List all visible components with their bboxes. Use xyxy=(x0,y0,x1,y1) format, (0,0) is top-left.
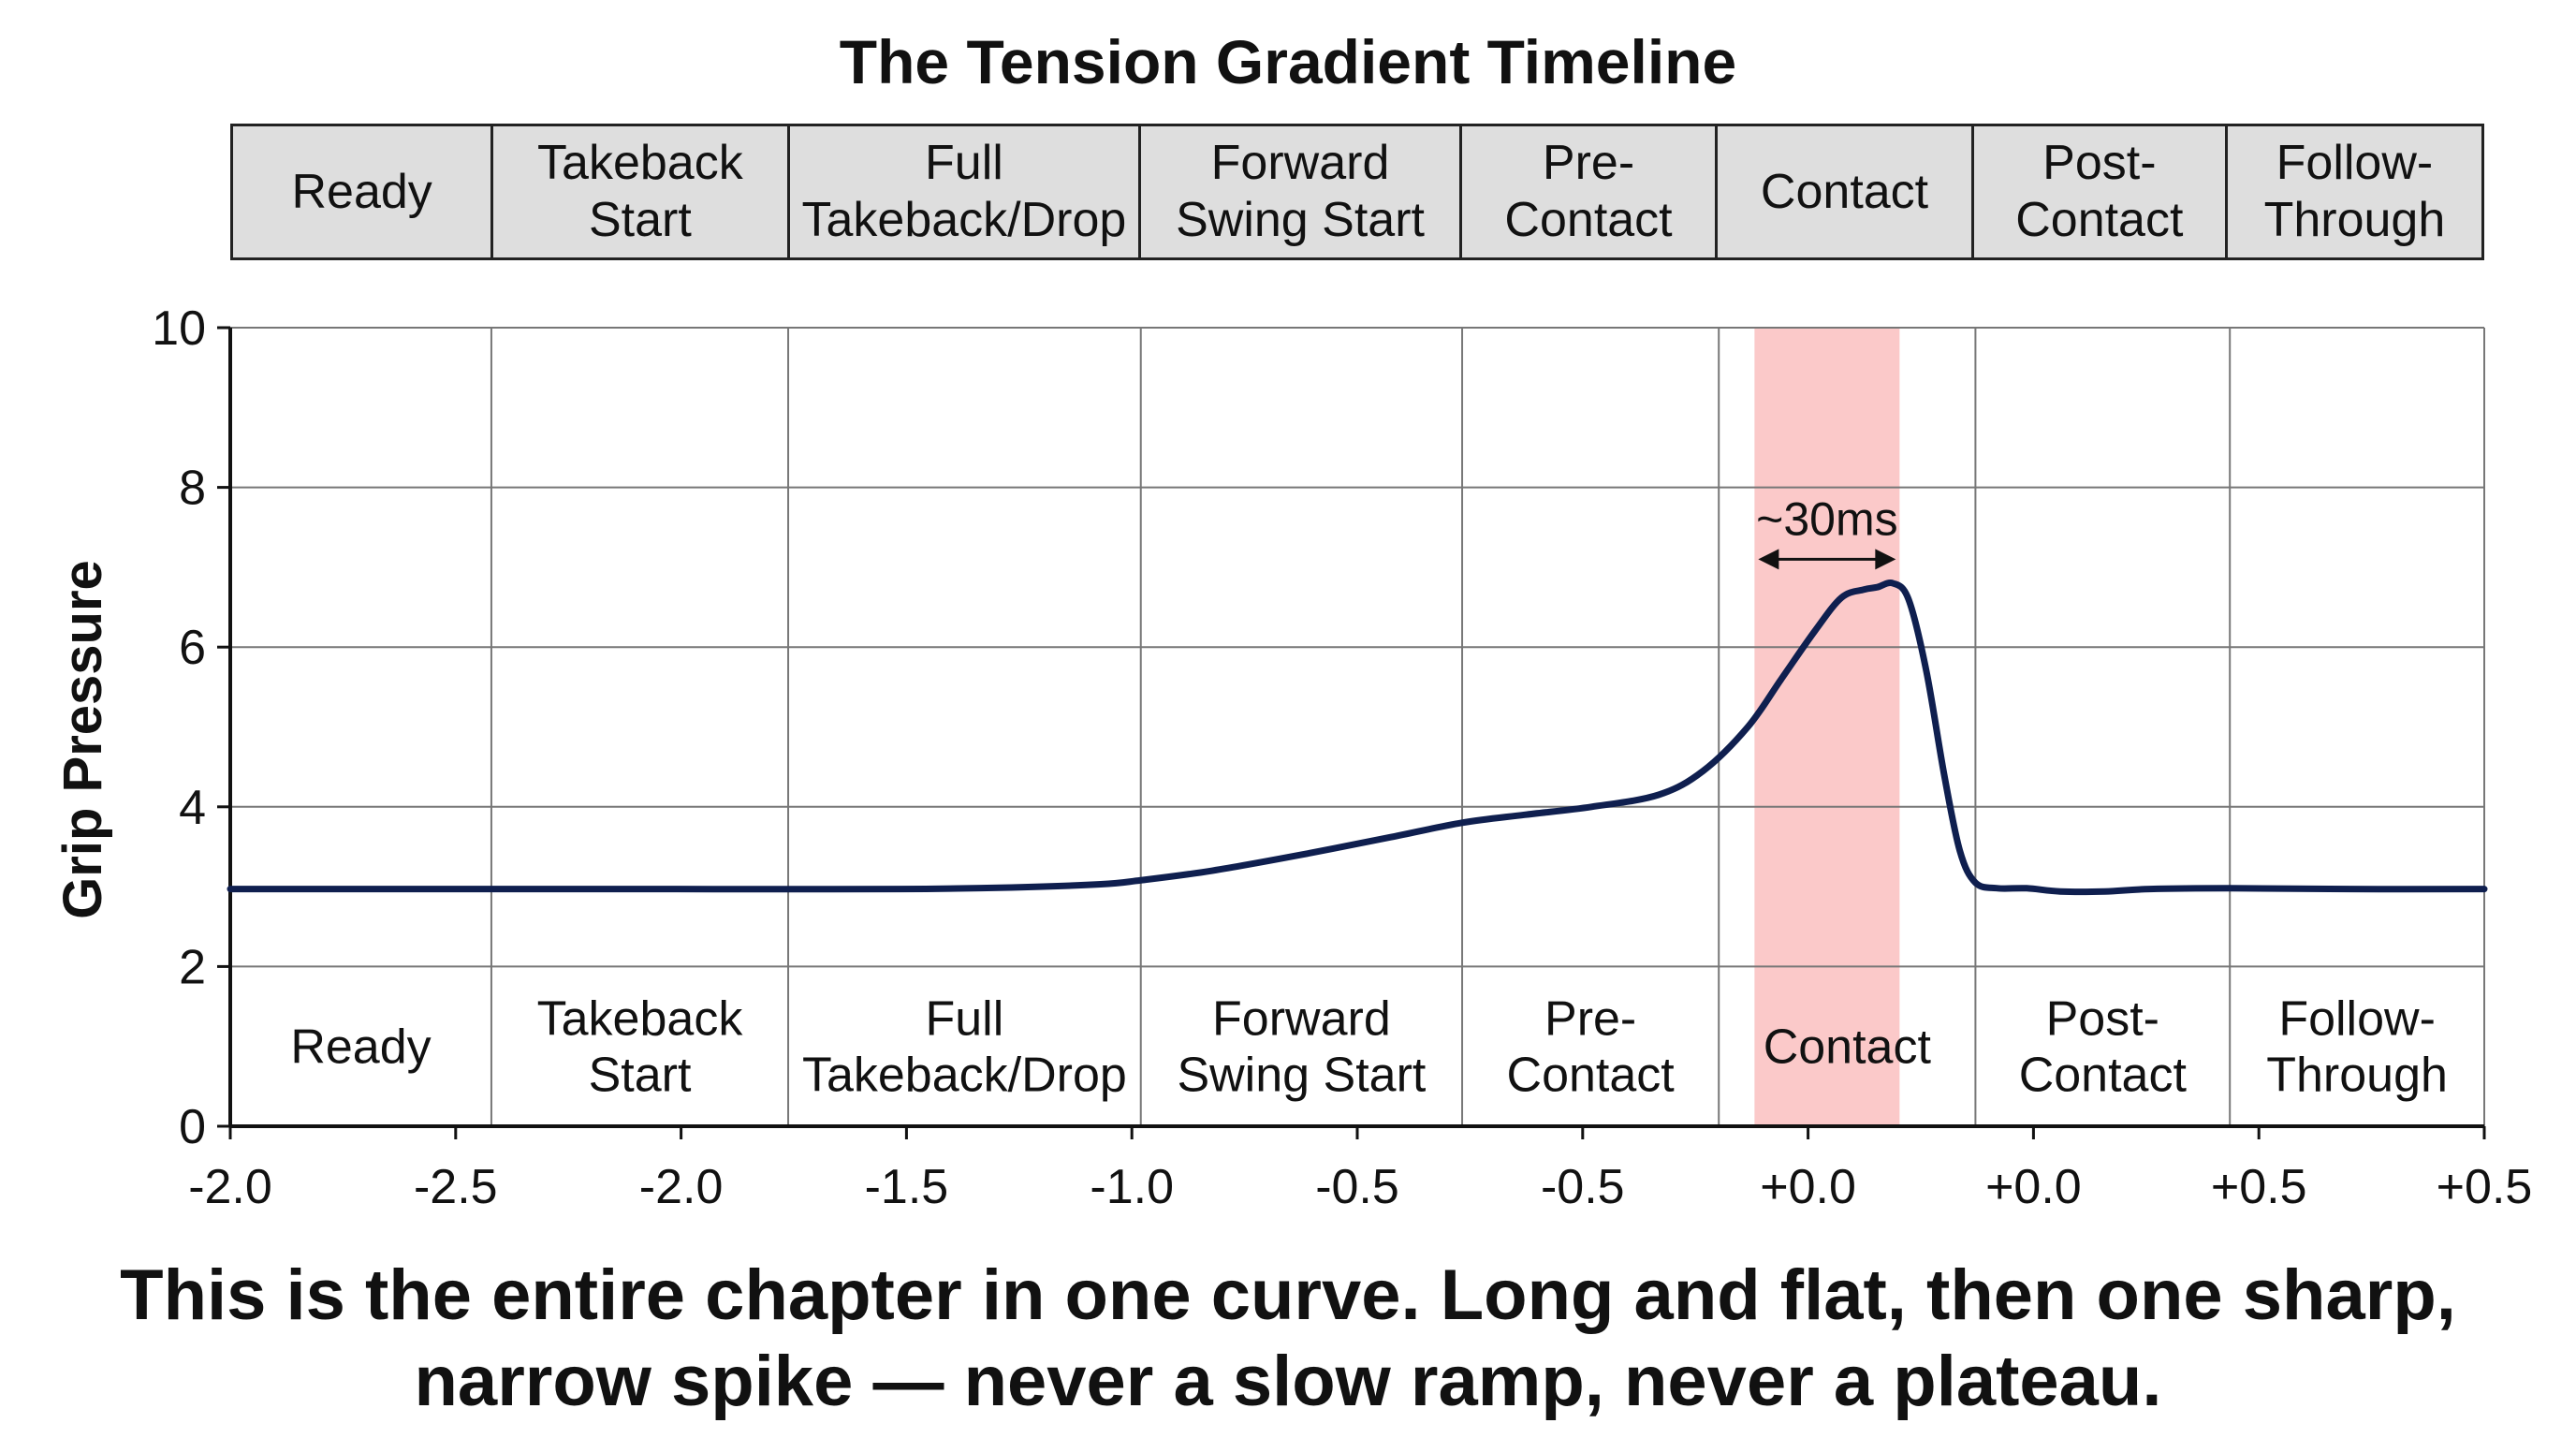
phase-label: Contact xyxy=(1764,1020,1932,1075)
x-tick-label: -1.5 xyxy=(865,1160,949,1214)
y-axis-title: Grip Pressure xyxy=(52,560,113,919)
y-tick-label: 10 xyxy=(152,301,206,356)
arrow-head-right-icon xyxy=(1875,549,1896,570)
phase-header-cell: Follow- Through xyxy=(2263,136,2446,247)
phase-label: Ready xyxy=(290,1020,431,1075)
x-tick-label: +0.0 xyxy=(1760,1160,1856,1214)
x-tick-label: -2.0 xyxy=(188,1160,272,1214)
x-tick-label: +0.5 xyxy=(2437,1160,2533,1214)
phase-label: Full Takeback/Drop xyxy=(802,992,1127,1103)
x-tick-label: +0.5 xyxy=(2211,1160,2307,1214)
contact-highlight-band xyxy=(1754,328,1900,1126)
phase-header-cell: Full Takeback/Drop xyxy=(790,126,1142,257)
y-tick-label: 8 xyxy=(179,462,206,516)
phase-label: Pre-Contact xyxy=(1507,992,1676,1103)
x-tick-label: +0.0 xyxy=(1985,1160,2082,1214)
duration-annotation: ~30ms xyxy=(1756,492,1897,545)
phase-header-cell: Takeback Start xyxy=(493,126,790,257)
phase-label: Forward Swing Start xyxy=(1177,992,1426,1103)
phase-header-cell: Ready xyxy=(233,126,494,257)
y-tick-label: 0 xyxy=(179,1100,206,1154)
grip-pressure-chart: 0 2 4 6 8 10 -2.0 -2.5 -2.0 -1.5 -1.0 -0.5 -0.5 +0.0… xyxy=(52,301,2533,1214)
y-tick-label: 6 xyxy=(179,621,206,675)
phase-header-table: Ready Takeback Start Full Takeback/Drop For… xyxy=(230,124,2484,260)
phase-header-cell: Pre- Contact xyxy=(1462,126,1719,257)
caption: This is the entire chapter in one curve.… xyxy=(120,1255,2456,1421)
phase-header-cell: Contact xyxy=(1718,126,1974,257)
x-tick-label: -0.5 xyxy=(1541,1160,1625,1214)
phase-header-cell: Post- Contact xyxy=(1974,126,2228,257)
x-tick-label: -0.5 xyxy=(1315,1160,1399,1214)
y-tick-label: 2 xyxy=(179,940,206,994)
phase-header-cell: Forward Swing Start xyxy=(1141,126,1462,257)
phase-label: Takeback Start xyxy=(537,992,744,1103)
x-tick-label: -1.0 xyxy=(1090,1160,1174,1214)
x-tick-label: -2.0 xyxy=(639,1160,724,1214)
phase-label: Follow-Through xyxy=(2266,992,2448,1103)
phase-label: Post-Contact xyxy=(2019,992,2188,1103)
chart-title: The Tension Gradient Timeline xyxy=(839,27,1737,96)
grip-pressure-curve xyxy=(227,579,2488,896)
y-tick-label: 4 xyxy=(179,781,206,835)
x-tick-label: -2.5 xyxy=(414,1160,498,1214)
arrow-head-left-icon xyxy=(1758,549,1779,570)
